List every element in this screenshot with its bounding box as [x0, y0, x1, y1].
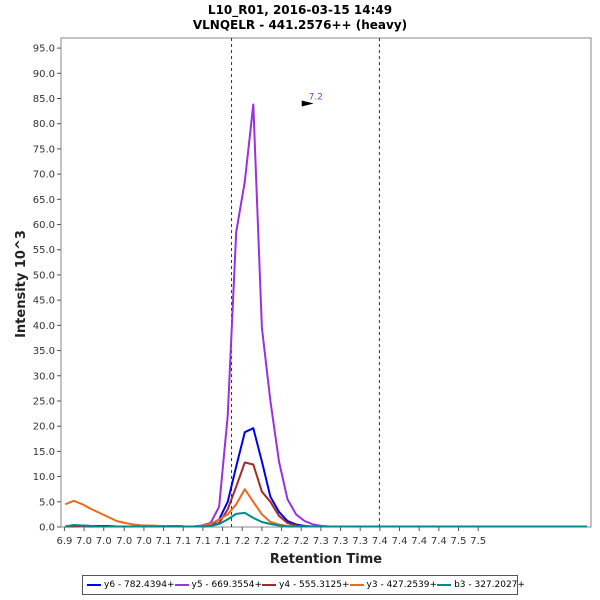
y-tick-label: 80.0	[33, 119, 55, 130]
legend-label: b3 - 327.2027+	[454, 580, 525, 590]
series-line	[64, 488, 587, 528]
x-tick-label: 6.9	[56, 536, 72, 547]
y-tick-label: 15.0	[33, 447, 55, 458]
y-tick-label: 50.0	[33, 270, 55, 281]
peak-label: 7.2	[309, 93, 323, 103]
y-tick-label: 30.0	[33, 371, 55, 382]
legend-label: y4 - 555.3125+	[279, 580, 350, 590]
peak-annotation: 7.2	[301, 93, 323, 107]
y-axis-title: Intensity 10^3	[14, 230, 29, 338]
legend-swatch	[174, 584, 189, 586]
x-tick-label: 7.1	[175, 536, 191, 547]
legend-label: y6 - 782.4394+	[104, 580, 175, 590]
x-tick-label: 7.1	[195, 536, 211, 547]
legend-item: y4 - 555.3125+	[262, 580, 350, 590]
y-tick-label: 10.0	[33, 472, 55, 483]
legend-item: b3 - 327.2027+	[437, 580, 525, 590]
series-lines	[64, 103, 587, 528]
x-tick-label: 7.2	[234, 536, 250, 547]
y-tick-label: 90.0	[33, 69, 55, 80]
y-tick-label: 65.0	[33, 195, 55, 206]
series-line	[65, 427, 587, 528]
peak-arrow	[301, 100, 314, 107]
y-tick-label: 20.0	[33, 422, 55, 433]
x-tick-label: 7.4	[411, 536, 427, 547]
legend: y6 - 782.4394+ y5 - 669.3554+ y4 - 555.312…	[82, 575, 525, 595]
chart-title: L10_R01, 2016-03-15 14:49	[207, 3, 393, 17]
x-tick-label: 7.1	[156, 536, 172, 547]
legend-item: y5 - 669.3554+	[174, 580, 263, 590]
y-tick-label: 25.0	[33, 396, 55, 407]
x-tick-label: 7.4	[372, 536, 388, 547]
x-tick-label: 7.4	[392, 536, 408, 547]
legend-label: y3 - 427.2539+	[366, 580, 438, 590]
x-tick-label: 7.2	[274, 536, 290, 547]
y-tick-label: 55.0	[33, 245, 55, 256]
x-tick-label: 7.0	[136, 536, 152, 547]
plot-area	[60, 37, 592, 528]
y-tick-label: 40.0	[33, 321, 55, 332]
x-tick-label: 7.1	[215, 536, 231, 547]
x-tick-label: 7.2	[293, 536, 309, 547]
x-tick-label: 7.0	[116, 536, 132, 547]
y-tick-label: 5.0	[39, 497, 55, 508]
x-tick-label: 7.2	[254, 536, 270, 547]
y-axis: 0.0 5.0 10.0 15.0 20.0 25.0 30.0 35.0 40.0 45.0 50…	[33, 44, 61, 534]
series-line	[65, 511, 587, 528]
x-tick-label: 7.3	[333, 536, 349, 547]
x-tick-label: 7.0	[76, 536, 92, 547]
x-tick-label: 7.0	[96, 536, 112, 547]
y-tick-label: 60.0	[33, 220, 55, 231]
chart-subtitle: VLNQELR - 441.2576++ (heavy)	[192, 18, 408, 32]
series-line	[65, 103, 587, 528]
y-tick-label: 45.0	[33, 296, 55, 307]
x-tick-label: 7.3	[352, 536, 368, 547]
x-axis: 6.9 7.0 7.0 7.0 7.0 7.1 7.1 7.1 7.1 7.2 7.2 7.2 7.2 7…	[56, 527, 486, 547]
y-tick-label: 35.0	[33, 346, 55, 357]
legend-swatch	[437, 584, 452, 586]
legend-label: y5 - 669.3554+	[191, 580, 263, 590]
legend-swatch	[349, 584, 364, 586]
y-tick-label: 0.0	[39, 523, 55, 534]
x-tick-label: 7.5	[451, 536, 467, 547]
y-tick-label: 95.0	[33, 44, 55, 55]
x-tick-label: 7.5	[470, 536, 486, 547]
x-tick-label: 7.4	[431, 536, 447, 547]
x-axis-title: Retention Time	[270, 552, 382, 567]
x-tick-label: 7.3	[313, 536, 329, 547]
y-tick-label: 75.0	[33, 144, 55, 155]
legend-swatch	[87, 584, 101, 586]
y-tick-label: 85.0	[33, 94, 55, 105]
series-line	[65, 461, 587, 528]
legend-item: y6 - 782.4394+	[87, 580, 175, 590]
legend-item: y3 - 427.2539+	[349, 580, 438, 590]
legend-swatch	[262, 584, 277, 586]
y-tick-label: 70.0	[33, 170, 55, 181]
